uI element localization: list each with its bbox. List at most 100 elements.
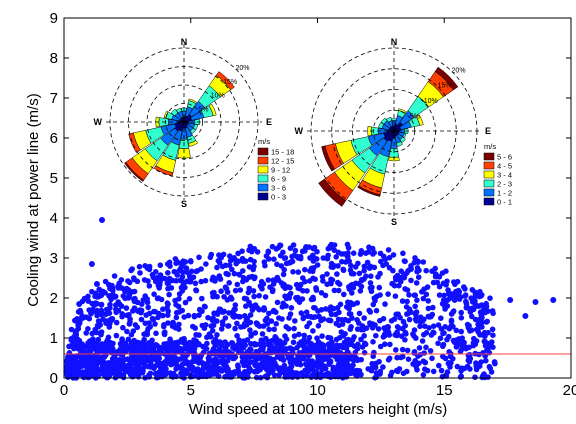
scatter-point bbox=[139, 301, 145, 307]
scatter-point bbox=[199, 322, 206, 329]
scatter-point bbox=[157, 272, 164, 278]
rose-legend-label: 0 - 3 bbox=[271, 193, 286, 202]
scatter-point bbox=[164, 348, 170, 355]
scatter-point-outlier bbox=[88, 261, 95, 267]
scatter-point bbox=[405, 356, 412, 363]
scatter-point bbox=[351, 343, 358, 350]
rose-legend-swatch bbox=[257, 174, 269, 183]
scatter-point bbox=[466, 344, 473, 351]
scatter-point bbox=[122, 345, 128, 352]
rose-petal-segment bbox=[321, 145, 336, 172]
scatter-point bbox=[96, 319, 103, 326]
scatter-point bbox=[224, 297, 231, 303]
scatter-point bbox=[425, 298, 432, 304]
scatter-point bbox=[335, 362, 342, 368]
scatter-point bbox=[247, 256, 254, 263]
scatter-point bbox=[438, 367, 445, 374]
scatter-point bbox=[440, 343, 446, 350]
scatter-point bbox=[232, 302, 239, 308]
scatter-point bbox=[351, 334, 357, 340]
scatter-point bbox=[196, 312, 202, 319]
scatter-point bbox=[281, 362, 288, 369]
scatter-point bbox=[240, 258, 246, 265]
scatter-point bbox=[230, 355, 236, 362]
scatter-point bbox=[232, 325, 238, 332]
scatter-point bbox=[199, 308, 205, 315]
scatter-point bbox=[78, 345, 85, 352]
scatter-point bbox=[453, 291, 460, 298]
scatter-point bbox=[396, 282, 402, 289]
scatter-point bbox=[103, 311, 109, 318]
scatter-point bbox=[282, 255, 289, 261]
tick-labels: 0 5 10 15 20 0 1 2 3 4 5 6 7 8 9 bbox=[50, 10, 576, 399]
rose-petal-segment bbox=[386, 116, 393, 123]
scatter-point bbox=[406, 306, 413, 313]
scatter-point bbox=[355, 320, 362, 326]
scatter-point bbox=[345, 318, 352, 324]
scatter-point bbox=[152, 321, 158, 327]
rose-petal-segment bbox=[367, 125, 372, 137]
scatter-point bbox=[111, 273, 118, 279]
scatter-point bbox=[83, 330, 89, 336]
scatter-point bbox=[277, 242, 284, 249]
scatter-point bbox=[160, 306, 166, 313]
scatter-point-outlier bbox=[76, 301, 83, 307]
scatter-point bbox=[416, 345, 423, 351]
scatter-point bbox=[297, 361, 304, 368]
scatter-point bbox=[429, 311, 436, 318]
scatter-point bbox=[247, 319, 254, 326]
rose-petal-segment bbox=[188, 140, 198, 147]
scatter-point bbox=[124, 328, 130, 335]
scatter-point bbox=[348, 262, 354, 269]
rose-legend-swatch bbox=[257, 165, 269, 174]
rose-ring-label: 10% bbox=[424, 98, 438, 105]
rose-legend-swatch bbox=[483, 179, 495, 188]
scatter-point bbox=[176, 321, 182, 328]
scatter-point bbox=[263, 335, 269, 342]
scatter-point bbox=[472, 290, 479, 297]
scatter-point bbox=[328, 264, 335, 270]
scatter-point bbox=[361, 267, 367, 274]
scatter-point bbox=[233, 257, 239, 264]
scatter-point bbox=[213, 370, 220, 377]
scatter-point bbox=[273, 246, 280, 252]
scatter-point bbox=[328, 372, 335, 378]
scatter-point bbox=[202, 277, 209, 284]
scatter-point bbox=[277, 368, 284, 375]
scatter-point bbox=[166, 275, 173, 282]
scatter-point bbox=[406, 292, 412, 298]
scatter-point bbox=[252, 362, 258, 368]
scatter-point bbox=[354, 326, 361, 332]
x-tick-label: 5 bbox=[187, 382, 195, 399]
scatter-point bbox=[81, 295, 88, 302]
scatter-point bbox=[157, 262, 164, 269]
scatter-point bbox=[334, 305, 341, 311]
scatter-point bbox=[248, 367, 254, 374]
scatter-point bbox=[377, 368, 384, 375]
scatter-point bbox=[397, 277, 404, 284]
scatter-point bbox=[206, 372, 212, 379]
rose-ring-label: 10% bbox=[211, 93, 225, 100]
scatter-point bbox=[369, 245, 376, 252]
scatter-point bbox=[68, 326, 75, 333]
scatter-point bbox=[185, 312, 192, 319]
scatter-point bbox=[413, 335, 419, 341]
scatter-point bbox=[430, 304, 436, 311]
scatter-point bbox=[190, 347, 197, 353]
scatter-point bbox=[127, 316, 133, 322]
scatter-point bbox=[226, 280, 232, 286]
scatter-point bbox=[168, 361, 174, 368]
scatter-point bbox=[135, 339, 142, 346]
scatter-point bbox=[136, 307, 143, 313]
scatter-point bbox=[239, 248, 245, 254]
scatter-point bbox=[126, 292, 132, 298]
scatter-point bbox=[448, 291, 455, 297]
scatter-points bbox=[63, 217, 557, 381]
scatter-point bbox=[288, 363, 295, 370]
scatter-point bbox=[247, 327, 253, 333]
scatter-point bbox=[337, 350, 344, 356]
scatter-point bbox=[247, 346, 253, 353]
scatter-point bbox=[113, 332, 120, 339]
scatter-point bbox=[246, 274, 252, 281]
scatter-point bbox=[327, 317, 334, 324]
